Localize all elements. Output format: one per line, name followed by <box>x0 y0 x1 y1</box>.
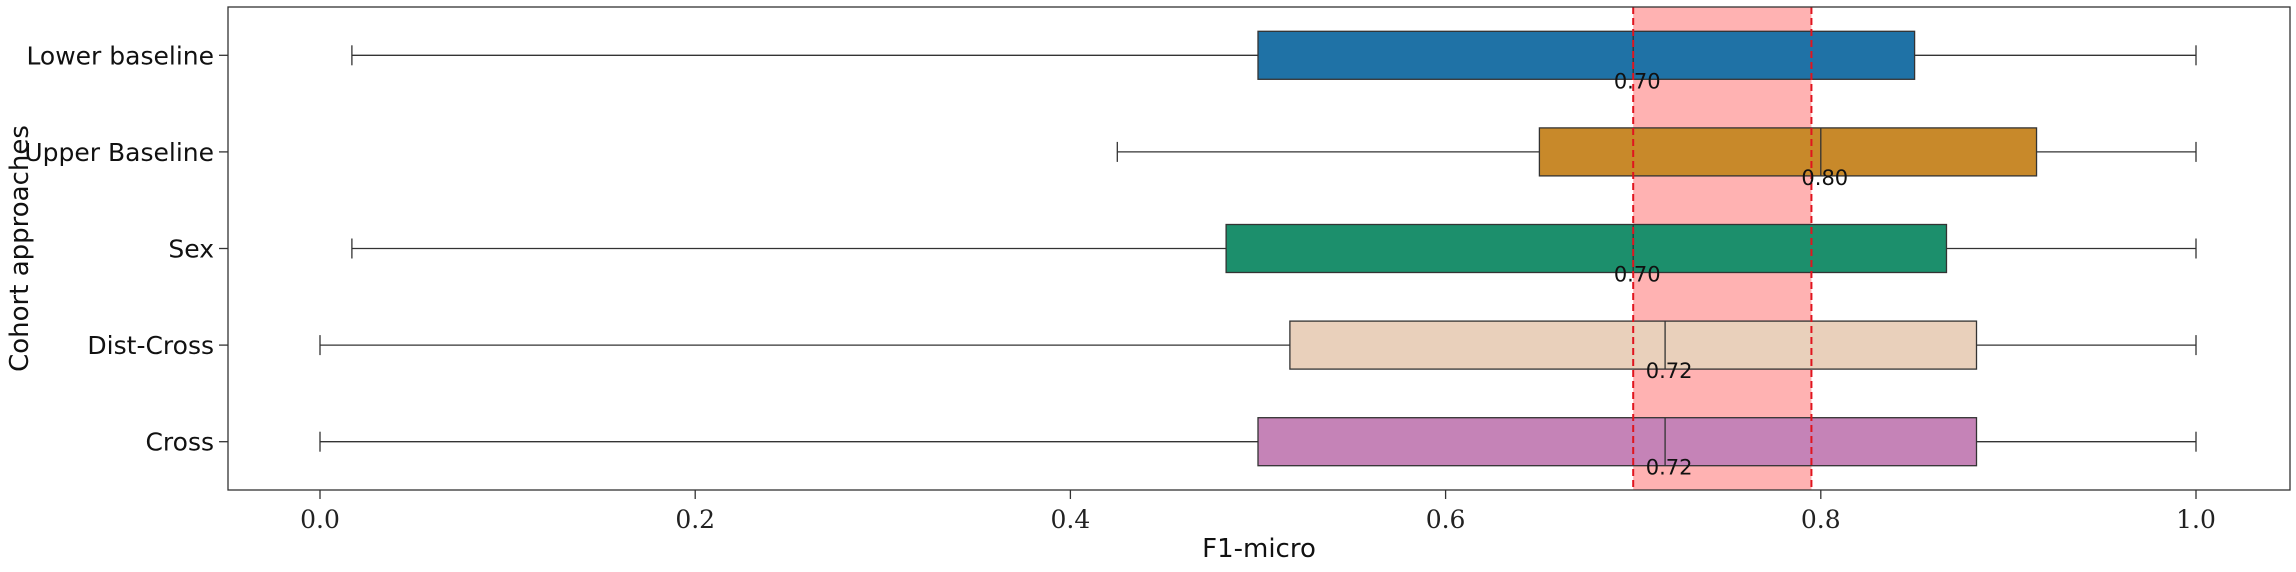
median-label-sex: 0.70 <box>1614 263 1661 287</box>
median-label-dist-cross: 0.72 <box>1646 359 1693 383</box>
x-tick-label-1: 0.2 <box>675 505 715 534</box>
y-axis-title: Cohort approaches <box>5 125 35 372</box>
y-tick-label-cross: Cross <box>145 428 214 457</box>
box-upper-baseline <box>1538 127 2038 177</box>
plot-frame <box>227 6 2291 491</box>
y-tick-label-sex: Sex <box>168 235 214 264</box>
y-tick-label-upper-baseline: Upper Baseline <box>24 138 214 167</box>
median-label-upper-baseline: 0.80 <box>1801 166 1848 190</box>
box-sex <box>1225 223 1948 274</box>
x-tick-label-5: 1.0 <box>2176 505 2216 534</box>
x-tick-label-2: 0.4 <box>1051 505 1091 534</box>
x-tick-label-0: 0.0 <box>300 505 340 534</box>
box-lower-baseline <box>1257 30 1916 80</box>
x-tick-label-3: 0.6 <box>1426 505 1466 534</box>
y-tick-label-lower-baseline: Lower baseline <box>26 41 214 70</box>
median-label-lower-baseline: 0.70 <box>1614 69 1661 93</box>
x-tick-label-4: 0.8 <box>1801 505 1841 534</box>
box-cross <box>1257 417 1978 467</box>
median-label-cross: 0.72 <box>1646 456 1693 480</box>
y-tick-label-dist-cross: Dist-Cross <box>87 331 214 360</box>
x-axis-title: F1-micro <box>1202 534 1316 564</box>
